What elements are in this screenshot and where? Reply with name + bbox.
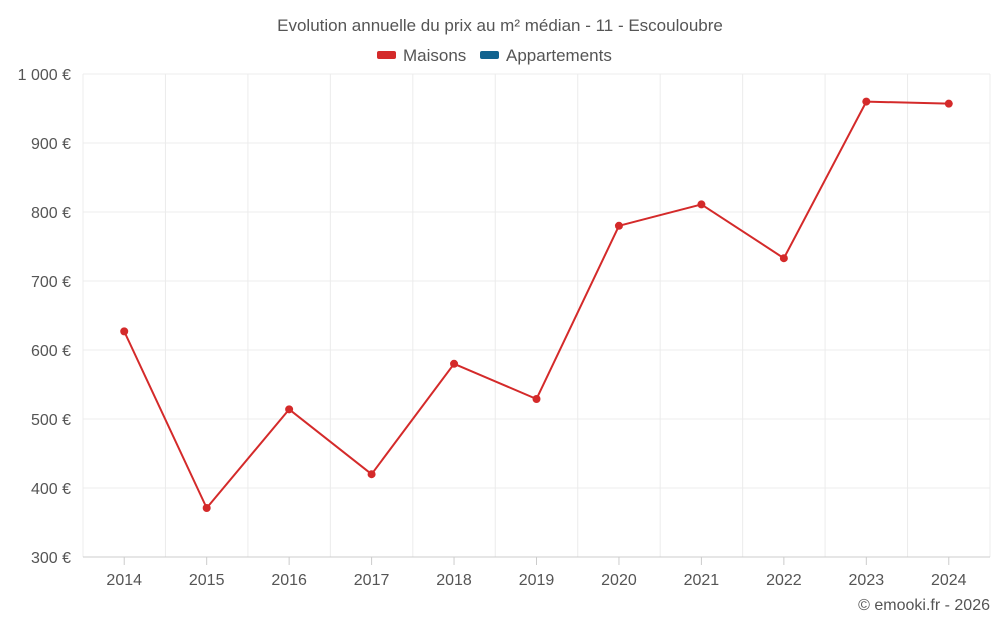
legend-label: Maisons bbox=[403, 46, 466, 65]
data-point-2016[interactable] bbox=[285, 405, 294, 414]
data-point-2019[interactable] bbox=[532, 394, 541, 403]
x-tick-label: 2021 bbox=[684, 572, 720, 589]
y-tick-label: 300 € bbox=[31, 550, 71, 567]
legend-label: Appartements bbox=[506, 46, 612, 65]
legend-item-appartements[interactable]: Appartements bbox=[480, 46, 612, 65]
y-tick-label: 800 € bbox=[31, 205, 71, 222]
data-point-2023[interactable] bbox=[862, 97, 871, 106]
data-point-2024[interactable] bbox=[944, 99, 953, 108]
x-tick-label: 2019 bbox=[519, 572, 555, 589]
data-point-2021[interactable] bbox=[697, 200, 706, 209]
y-axis: 300 € 400 € 500 € 600 € 700 € 800 € 900 € 1 000… bbox=[18, 67, 71, 567]
data-point-2017[interactable] bbox=[367, 470, 376, 479]
y-tick-label: 900 € bbox=[31, 136, 71, 153]
y-tick-label: 700 € bbox=[31, 274, 71, 291]
series-layer bbox=[120, 97, 953, 513]
x-axis: 2014 2015 2016 2017 2018 2019 2020 2021 2022 2023… bbox=[83, 556, 990, 589]
y-tick-label: 500 € bbox=[31, 412, 71, 429]
x-tick-label: 2024 bbox=[931, 572, 967, 589]
legend-swatch bbox=[480, 51, 499, 59]
y-tick-label: 1 000 € bbox=[18, 67, 71, 84]
x-tick-label: 2022 bbox=[766, 572, 802, 589]
x-tick-label: 2023 bbox=[849, 572, 885, 589]
legend: Maisons Appartements bbox=[377, 46, 612, 65]
legend-swatch bbox=[377, 51, 396, 59]
y-tick-label: 600 € bbox=[31, 343, 71, 360]
x-tick-label: 2018 bbox=[436, 572, 472, 589]
y-tick-label: 400 € bbox=[31, 481, 71, 498]
x-tick-label: 2015 bbox=[189, 572, 225, 589]
x-tick-label: 2014 bbox=[106, 572, 142, 589]
chart-title: Evolution annuelle du prix au m² médian … bbox=[277, 16, 723, 35]
legend-item-maisons[interactable]: Maisons bbox=[377, 46, 466, 65]
x-tick-label: 2016 bbox=[271, 572, 307, 589]
grid bbox=[82, 73, 991, 557]
data-point-2015[interactable] bbox=[202, 504, 211, 513]
x-tick-label: 2017 bbox=[354, 572, 390, 589]
x-tick-label: 2020 bbox=[601, 572, 637, 589]
data-point-2020[interactable] bbox=[614, 221, 623, 230]
data-point-2018[interactable] bbox=[450, 359, 459, 368]
credit-text: © emooki.fr - 2026 bbox=[858, 597, 990, 614]
data-point-2022[interactable] bbox=[779, 254, 788, 263]
data-point-2014[interactable] bbox=[120, 327, 129, 336]
